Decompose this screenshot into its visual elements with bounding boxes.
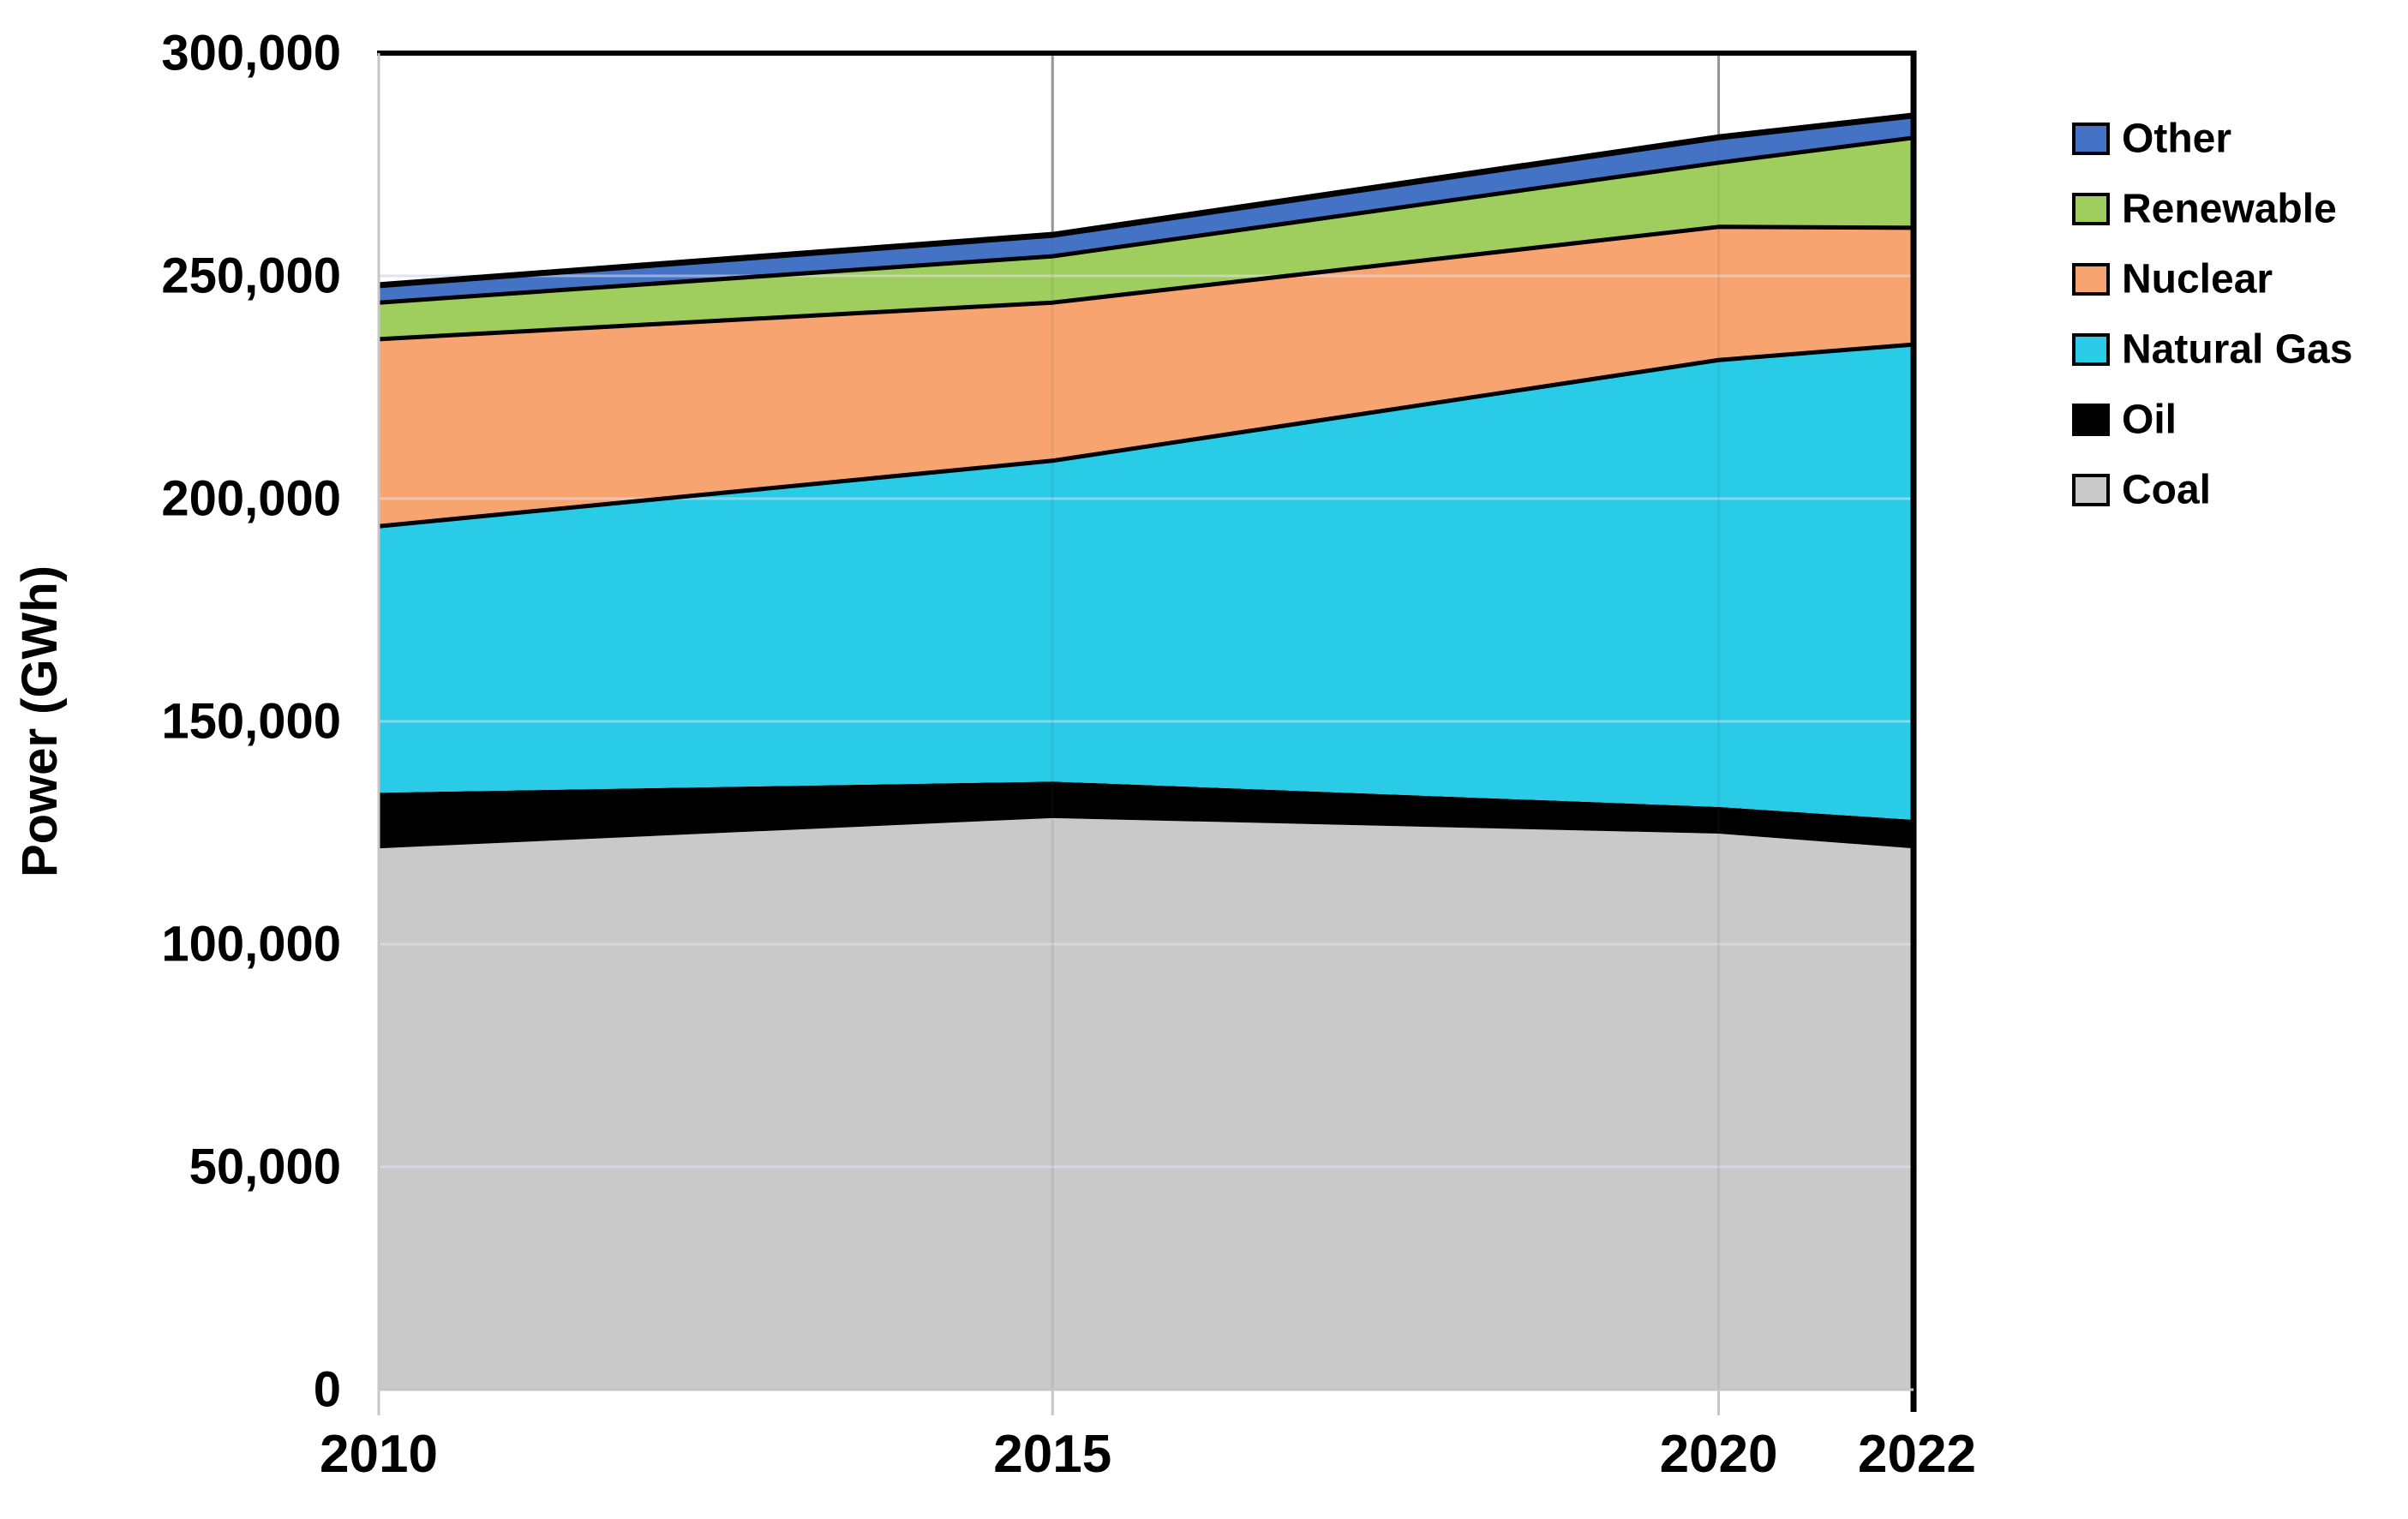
y-tick-label: 150,000 bbox=[161, 694, 341, 750]
boundary-line-natural-gas bbox=[378, 342, 1914, 529]
legend-label: Other bbox=[2122, 117, 2231, 162]
legend-item-renewable: Renewable bbox=[2072, 187, 2337, 232]
area-coal bbox=[379, 817, 1914, 1390]
legend: Other Renewable Nuclear Natural Gas Oil Coal bbox=[2072, 117, 2352, 513]
gridlines-overlay bbox=[379, 53, 1914, 1390]
legend-label: Natural Gas bbox=[2122, 327, 2352, 373]
legend-item-natural-gas: Natural Gas bbox=[2072, 327, 2352, 373]
area-series bbox=[379, 115, 1914, 1390]
legend-item-oil: Oil bbox=[2072, 398, 2177, 443]
legend-label: Oil bbox=[2122, 398, 2177, 443]
legend-swatch-oil bbox=[2072, 404, 2110, 436]
legend-swatch-other bbox=[2072, 123, 2110, 155]
y-tick-label: 100,000 bbox=[161, 917, 341, 972]
boundary-line-other bbox=[378, 112, 1914, 289]
legend-item-nuclear: Nuclear bbox=[2072, 257, 2273, 302]
boundary-line-nuclear bbox=[378, 224, 1914, 342]
legend-item-coal: Coal bbox=[2072, 468, 2211, 513]
x-tick-label: 2015 bbox=[993, 1425, 1111, 1484]
area-oil bbox=[379, 781, 1914, 849]
y-tick-label: 250,000 bbox=[161, 248, 341, 304]
legend-swatch-coal bbox=[2072, 474, 2110, 506]
legend-swatch-natural-gas bbox=[2072, 333, 2110, 366]
boundary-line-renewable bbox=[378, 135, 1914, 305]
area-renewable bbox=[379, 137, 1914, 339]
y-axis-tick-labels: 0 50,000 100,000 150,000 200,000 250,000 300,0… bbox=[161, 26, 341, 1418]
legend-label: Coal bbox=[2122, 468, 2211, 513]
x-axis-tick-labels: 2010 2015 2020 2022 bbox=[320, 1425, 1976, 1484]
legend-label: Nuclear bbox=[2122, 257, 2273, 302]
y-axis-title: Power (GWh) bbox=[12, 565, 68, 877]
series-boundary-lines bbox=[378, 112, 1914, 529]
y-tick-label: 200,000 bbox=[161, 471, 341, 527]
x-tick-label: 2010 bbox=[320, 1425, 438, 1484]
y-tick-label: 50,000 bbox=[189, 1139, 341, 1195]
area-nuclear bbox=[379, 226, 1914, 527]
legend-swatch-renewable bbox=[2072, 193, 2110, 225]
plot-frame bbox=[377, 51, 1917, 1415]
legend-label: Renewable bbox=[2122, 187, 2337, 232]
area-natural-gas bbox=[379, 344, 1914, 820]
y-tick-label: 0 bbox=[314, 1362, 341, 1418]
y-tick-label: 300,000 bbox=[161, 26, 341, 81]
legend-swatch-nuclear bbox=[2072, 263, 2110, 296]
x-tick-label: 2020 bbox=[1660, 1425, 1778, 1484]
legend-item-other: Other bbox=[2072, 117, 2231, 162]
x-tick-label: 2022 bbox=[1858, 1425, 1976, 1484]
